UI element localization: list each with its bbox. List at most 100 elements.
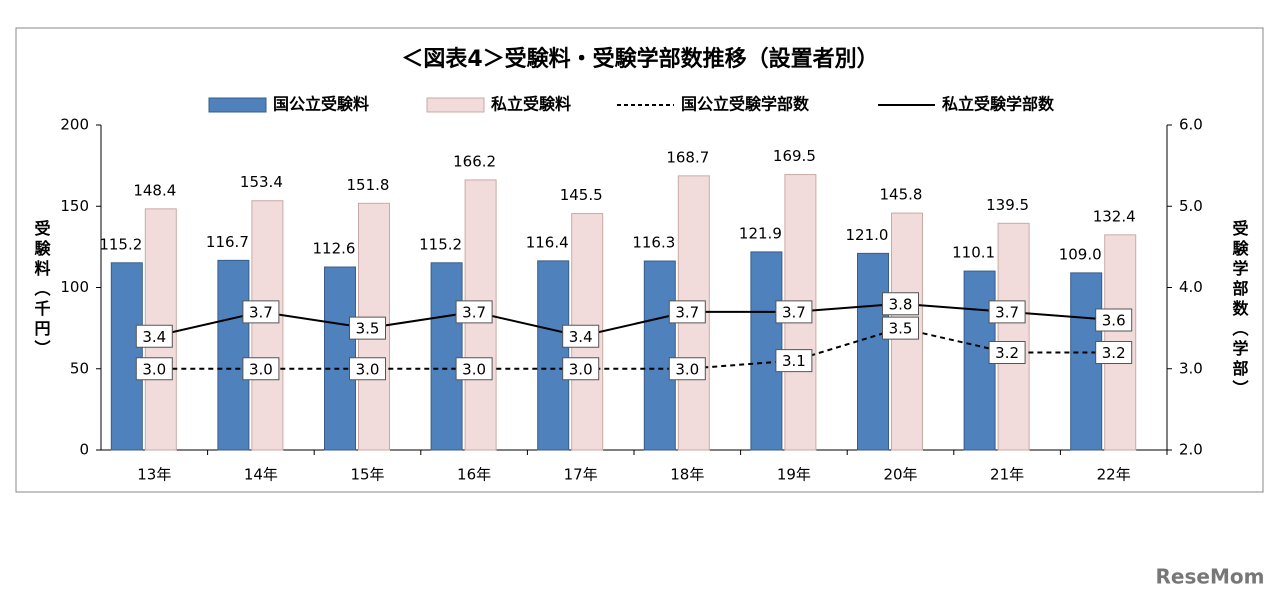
legend-swatch [208, 97, 267, 113]
point-value-label: 3.0 [675, 360, 699, 378]
legend-label: 国公立受験学部数 [681, 95, 810, 114]
point-label-box [455, 357, 493, 381]
point-label-box [775, 349, 813, 373]
bar-value-label: 148.4 [133, 181, 176, 199]
bar-value-label: 116.4 [526, 233, 569, 251]
legend-label: 国公立受験料 [273, 95, 369, 114]
bar-value-label: 166.2 [453, 152, 496, 170]
point-value-label: 3.4 [142, 328, 166, 346]
bar-value-label: 132.4 [1093, 207, 1136, 225]
y2-axis-label: 受験学部数（学部） [1230, 219, 1249, 400]
point-value-label: 3.6 [1102, 312, 1126, 330]
point-value-label: 3.0 [462, 360, 486, 378]
chart-title: ＜図表4＞受験料・受験学部数推移（設置者別） [401, 46, 878, 72]
bar [537, 260, 570, 451]
bar-value-label: 121.9 [739, 224, 782, 242]
bar [251, 200, 284, 451]
point-label-box [455, 300, 493, 324]
line [154, 302, 1114, 338]
bar-value-label: 116.7 [206, 233, 249, 251]
y2-tick-label: 6.0 [1179, 116, 1203, 134]
bar-value-label: 115.2 [419, 235, 462, 253]
point-value-label: 3.7 [782, 303, 806, 321]
bar [857, 252, 889, 451]
bar-value-label: 145.5 [560, 186, 603, 204]
y-axis-label: 受験料（千円） [32, 219, 51, 360]
x-tick-label: 20年 [883, 466, 917, 484]
point-label-box [668, 357, 706, 381]
bar [643, 260, 676, 451]
bar-value-label: 145.8 [880, 186, 923, 204]
bar-value-label: 151.8 [347, 176, 390, 194]
point-label-box [349, 316, 386, 340]
y-tick-label: 100 [60, 278, 89, 296]
point-value-label: 3.7 [995, 303, 1019, 321]
legend-label: 私立受験料 [491, 95, 571, 114]
point-label-box [562, 324, 600, 348]
point-value-label: 3.7 [249, 303, 273, 321]
point-label-box [135, 324, 173, 348]
legend-label: 私立受験学部数 [942, 95, 1055, 114]
legend-swatch [426, 97, 485, 113]
point-label-box [562, 357, 600, 381]
point-value-label: 3.1 [782, 352, 806, 370]
bar-value-label: 153.4 [240, 173, 283, 191]
bar-value-label: 112.6 [313, 240, 356, 258]
point-label-box [882, 316, 919, 340]
y2-tick-label: 3.0 [1179, 359, 1203, 377]
x-tick-label: 18年 [670, 466, 704, 484]
x-tick-label: 21年 [990, 466, 1024, 484]
point-value-label: 3.7 [675, 303, 699, 321]
x-tick-label: 15年 [350, 466, 384, 484]
bar-value-label: 169.5 [773, 147, 816, 165]
point-value-label: 3.0 [569, 360, 593, 378]
bar-value-label: 109.0 [1059, 245, 1102, 263]
point-label-box [242, 357, 280, 381]
point-label-box [988, 300, 1026, 324]
point-value-label: 3.0 [356, 360, 380, 378]
point-label-box [135, 357, 173, 381]
bar-value-label: 110.1 [952, 244, 995, 262]
watermark: ReseMom [1156, 565, 1265, 589]
point-label-box [242, 300, 280, 324]
bar-value-label: 139.5 [986, 196, 1029, 214]
bar-value-label: 121.0 [846, 226, 889, 244]
bar [217, 259, 250, 451]
x-tick-label: 13年 [137, 466, 171, 484]
point-label-box [775, 300, 813, 324]
point-value-label: 3.8 [889, 295, 913, 313]
point-value-label: 3.0 [249, 360, 273, 378]
point-value-label: 3.7 [462, 303, 486, 321]
point-value-label: 3.4 [569, 328, 593, 346]
bar-value-label: 168.7 [666, 148, 709, 166]
bar [110, 262, 143, 451]
bar-value-label: 115.2 [99, 235, 142, 253]
point-value-label: 3.5 [889, 320, 913, 338]
bar-value-label: 116.3 [632, 234, 675, 252]
x-tick-label: 19年 [777, 466, 811, 484]
x-tick-label: 16年 [457, 466, 491, 484]
point-value-label: 3.0 [142, 360, 166, 378]
y2-tick-label: 4.0 [1179, 278, 1203, 296]
point-label-box [668, 300, 706, 324]
y-tick-label: 50 [70, 359, 89, 377]
y-tick-label: 200 [60, 116, 89, 134]
y2-tick-label: 2.0 [1179, 441, 1203, 459]
point-value-label: 3.5 [356, 320, 380, 338]
bar [430, 262, 463, 451]
point-label-box [882, 292, 919, 316]
x-tick-label: 14年 [244, 466, 278, 484]
bar [997, 222, 1030, 451]
point-label-box [1095, 308, 1133, 332]
y-tick-label: 150 [60, 197, 89, 215]
point-label-box [349, 357, 386, 381]
y-tick-label: 0 [79, 441, 89, 459]
point-value-label: 3.2 [995, 344, 1019, 362]
point-label-box [988, 341, 1026, 364]
line [154, 327, 1114, 370]
point-value-label: 3.2 [1102, 344, 1126, 362]
x-tick-label: 17年 [564, 466, 598, 484]
point-label-box [1095, 341, 1133, 364]
